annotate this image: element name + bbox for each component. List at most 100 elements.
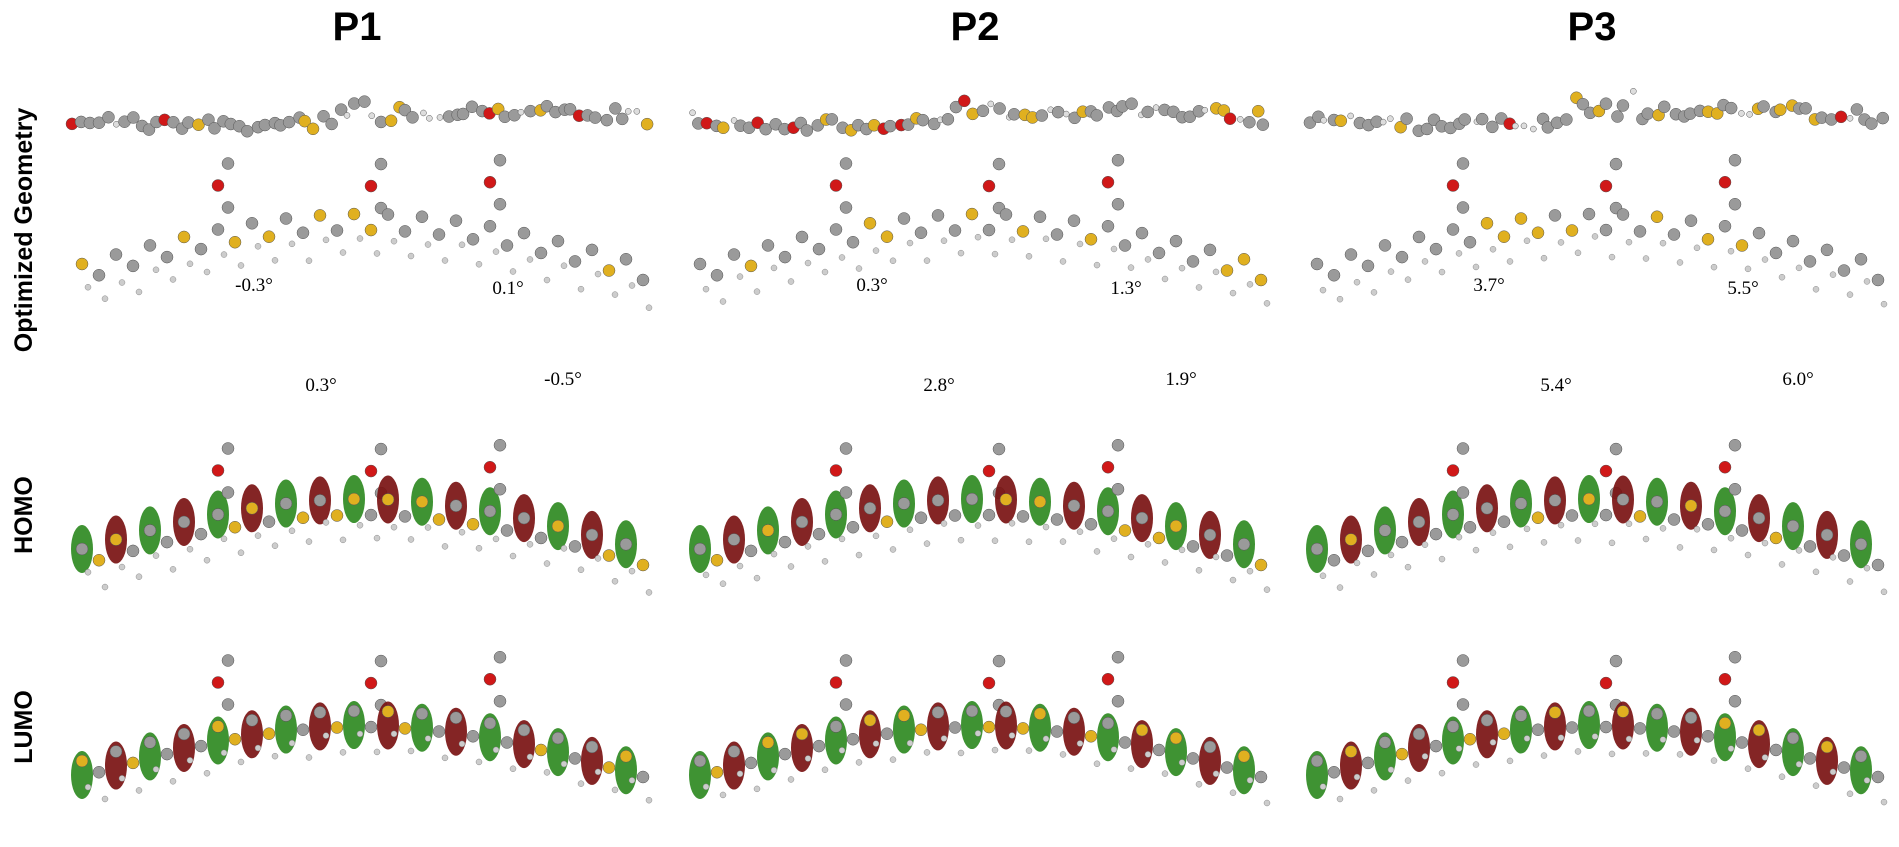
atom	[509, 765, 517, 772]
atom	[160, 535, 174, 549]
atom	[1438, 769, 1446, 777]
atom	[958, 94, 971, 108]
atom	[1684, 214, 1698, 227]
atom	[1127, 553, 1135, 561]
atom	[982, 464, 996, 478]
atom	[1871, 558, 1885, 572]
atom	[211, 464, 225, 477]
atom	[1263, 300, 1271, 307]
atom	[577, 780, 585, 787]
atom	[1059, 751, 1067, 758]
atom	[1084, 518, 1098, 531]
atom	[211, 179, 225, 192]
atom	[330, 224, 344, 237]
atom	[169, 778, 177, 785]
atom	[1557, 521, 1565, 529]
atom	[1463, 732, 1477, 746]
atom	[1111, 482, 1125, 496]
atom	[948, 509, 962, 522]
atom	[1059, 538, 1067, 545]
atom	[1837, 264, 1851, 277]
atom	[804, 543, 812, 550]
atom	[1803, 540, 1817, 553]
atom	[889, 756, 897, 763]
atom	[1370, 787, 1378, 794]
atom	[1609, 442, 1623, 456]
atom	[1336, 584, 1344, 591]
atom	[492, 746, 500, 754]
atom	[551, 234, 565, 248]
atom	[1370, 571, 1378, 578]
atom	[872, 247, 880, 254]
atom	[1361, 544, 1375, 558]
atom	[1050, 228, 1064, 241]
atom	[288, 240, 296, 248]
atom	[825, 113, 839, 126]
atom	[1880, 300, 1888, 308]
atom	[221, 486, 235, 499]
atom	[1256, 118, 1270, 131]
atom	[1820, 243, 1834, 257]
atom	[1404, 777, 1412, 784]
atom	[1076, 528, 1084, 535]
atom	[1591, 520, 1599, 528]
atom	[221, 157, 235, 170]
atom	[186, 757, 194, 764]
atom	[1008, 236, 1016, 243]
dihedral-angle: 2.8°	[923, 375, 954, 396]
atom	[1135, 226, 1149, 240]
atom	[1761, 539, 1769, 547]
atom	[1456, 698, 1470, 711]
atom	[254, 744, 262, 752]
atom	[1421, 541, 1429, 548]
atom	[1676, 751, 1684, 758]
atom	[1548, 494, 1562, 507]
atom	[1659, 525, 1667, 532]
atom	[839, 698, 853, 711]
atom	[1633, 722, 1647, 735]
atom	[192, 118, 205, 131]
atom	[1540, 254, 1548, 262]
atom	[1042, 735, 1050, 743]
atom	[829, 223, 843, 236]
atom	[1400, 112, 1413, 125]
atom	[475, 545, 483, 552]
atom	[1387, 115, 1394, 122]
atom	[927, 117, 941, 131]
atom	[1548, 209, 1562, 222]
atom	[1254, 770, 1268, 784]
atom	[1531, 723, 1545, 736]
atom	[829, 464, 843, 477]
atom	[1101, 672, 1115, 686]
atom	[992, 654, 1006, 668]
atom	[1565, 224, 1579, 237]
atom	[194, 527, 208, 541]
atom	[1446, 508, 1460, 521]
atom	[228, 520, 242, 534]
atom	[334, 103, 348, 116]
atom	[1676, 544, 1684, 551]
atom	[1803, 752, 1817, 765]
atom	[1778, 773, 1786, 780]
atom	[957, 536, 965, 544]
atom	[500, 736, 514, 749]
atom	[483, 175, 497, 189]
atom	[262, 515, 276, 528]
atom	[1229, 289, 1237, 297]
atom	[493, 650, 507, 664]
atom	[1186, 255, 1200, 268]
atom	[1667, 725, 1681, 738]
atom	[991, 250, 999, 258]
atom	[493, 482, 507, 496]
atom	[1642, 750, 1650, 757]
atom	[568, 540, 582, 553]
atom	[1599, 179, 1613, 193]
atom	[863, 502, 877, 515]
atom	[1412, 230, 1426, 244]
atom	[1727, 535, 1735, 542]
atom	[1514, 497, 1528, 510]
atom	[509, 268, 517, 275]
atom	[588, 111, 602, 124]
atom	[1421, 258, 1429, 265]
